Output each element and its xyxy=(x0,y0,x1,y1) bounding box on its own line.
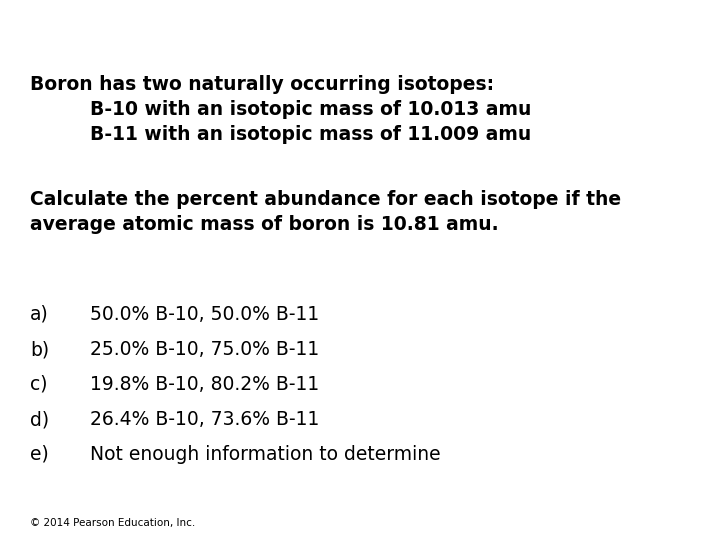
Text: 26.4% B-10, 73.6% B-11: 26.4% B-10, 73.6% B-11 xyxy=(90,410,320,429)
Text: a): a) xyxy=(30,305,49,324)
Text: 25.0% B-10, 75.0% B-11: 25.0% B-10, 75.0% B-11 xyxy=(90,340,319,359)
Text: Not enough information to determine: Not enough information to determine xyxy=(90,445,441,464)
Text: c): c) xyxy=(30,375,48,394)
Text: e): e) xyxy=(30,445,49,464)
Text: Calculate the percent abundance for each isotope if the: Calculate the percent abundance for each… xyxy=(30,190,621,209)
Text: © 2014 Pearson Education, Inc.: © 2014 Pearson Education, Inc. xyxy=(30,518,195,528)
Text: b): b) xyxy=(30,340,49,359)
Text: 19.8% B-10, 80.2% B-11: 19.8% B-10, 80.2% B-11 xyxy=(90,375,319,394)
Text: B-11 with an isotopic mass of 11.009 amu: B-11 with an isotopic mass of 11.009 amu xyxy=(90,125,531,144)
Text: average atomic mass of boron is 10.81 amu.: average atomic mass of boron is 10.81 am… xyxy=(30,215,499,234)
Text: d): d) xyxy=(30,410,49,429)
Text: B-10 with an isotopic mass of 10.013 amu: B-10 with an isotopic mass of 10.013 amu xyxy=(90,100,531,119)
Text: Boron has two naturally occurring isotopes:: Boron has two naturally occurring isotop… xyxy=(30,75,494,94)
Text: 50.0% B-10, 50.0% B-11: 50.0% B-10, 50.0% B-11 xyxy=(90,305,319,324)
